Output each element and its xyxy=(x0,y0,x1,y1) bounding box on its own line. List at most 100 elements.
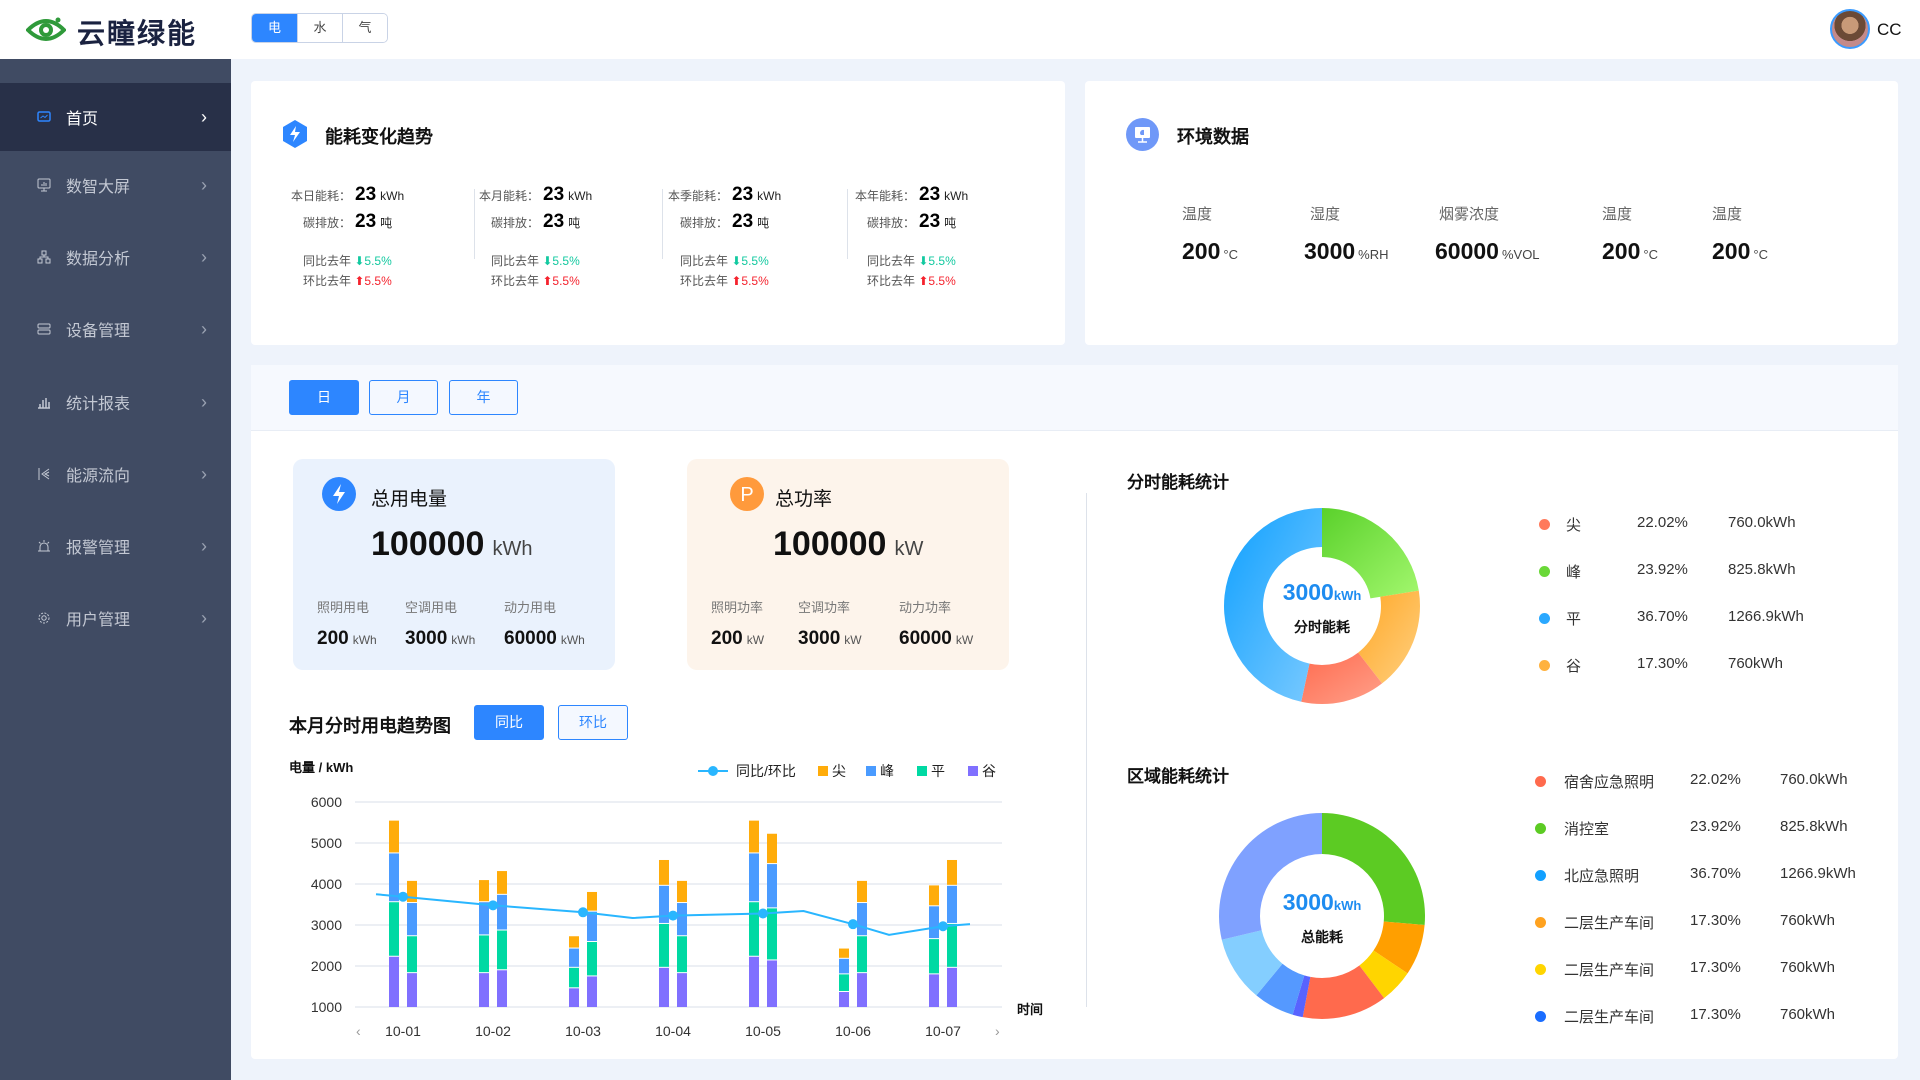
user-name[interactable]: CC xyxy=(1877,20,1902,39)
energy-trend-card: 能耗变化趋势 本日能耗： 23 kWh 碳排放： 23 吨同比去年 ⬇5.5% 环比去年 ⬆… xyxy=(251,81,1065,345)
tab-water[interactable]: 水 xyxy=(297,14,342,42)
legend-value: 760.0kWh xyxy=(1728,514,1796,531)
legend-value: 825.8kWh xyxy=(1728,561,1796,578)
sidebar-item-label: 数据分析 xyxy=(66,251,131,268)
legend-value: 760kWh xyxy=(1780,1006,1836,1023)
tab-gas[interactable]: 气 xyxy=(342,14,387,42)
energy-stat-column: 本年能耗： 23 kWh 碳排放： 23 吨同比去年 ⬇5.5% 环比去年 ⬆5.5% xyxy=(845,81,1015,341)
sidebar-item-label: 报警管理 xyxy=(66,540,131,557)
arrow-up-icon: ⬆ xyxy=(731,274,742,288)
sidebar-item-label: 统计报表 xyxy=(66,396,131,413)
arrow-up-icon: ⬆ xyxy=(918,274,929,288)
legend-dot-icon xyxy=(1539,519,1550,530)
legend-name: 消控室 xyxy=(1564,821,1610,838)
legend-percent: 23.92% xyxy=(1637,561,1688,578)
sidebar-item-user-management[interactable]: 用户管理 › xyxy=(0,584,231,652)
legend-percent: 22.02% xyxy=(1690,771,1741,788)
mom-label: 环比去年 xyxy=(490,274,539,288)
mom-label: 环比去年 xyxy=(302,274,351,288)
legend-value: 1266.9kWh xyxy=(1780,865,1856,882)
legend-name: 峰 xyxy=(1566,564,1582,581)
mom-value: 5.5% xyxy=(364,274,392,288)
legend-percent: 36.70% xyxy=(1690,865,1741,882)
tab-electricity[interactable]: 电 xyxy=(252,14,297,42)
legend-name: 平 xyxy=(1566,611,1582,628)
legend-percent: 36.70% xyxy=(1637,608,1688,625)
period-month-button[interactable]: 月 xyxy=(369,380,438,415)
legend-value: 760kWh xyxy=(1780,912,1836,929)
energy-stat-column: 本季能耗： 23 kWh 碳排放： 23 吨同比去年 ⬇5.5% 环比去年 ⬆5.5% xyxy=(658,81,828,341)
sub-stat: 动力用电 60000 kWh xyxy=(504,600,585,649)
legend-dot-icon xyxy=(1535,776,1546,787)
period-day-button[interactable]: 日 xyxy=(289,380,359,415)
legend-percent: 23.92% xyxy=(1690,818,1741,835)
env-label: 温度 xyxy=(1602,206,1633,223)
carbon-label: 碳排放： xyxy=(490,216,539,230)
mom-button[interactable]: 环比 xyxy=(558,705,628,740)
stat-label: 本季能耗： xyxy=(667,189,728,203)
legend-dot-icon xyxy=(1535,917,1546,928)
yoy-label: 同比去年 xyxy=(490,254,539,268)
carbon-unit: 吨 xyxy=(380,216,393,230)
env-unit: %RH xyxy=(1358,247,1389,262)
chevron-right-icon: › xyxy=(201,246,207,267)
lightning-hexagon-icon xyxy=(283,120,307,148)
yoy-label: 同比去年 xyxy=(302,254,351,268)
stat-unit: kWh xyxy=(380,189,405,203)
hierarchy-icon xyxy=(36,249,52,265)
sidebar-item-big-screen[interactable]: 数智大屏 › xyxy=(0,151,231,219)
env-item: 烟雾浓度 60000 %VOL xyxy=(1435,203,1540,265)
legend-name: 二层生产车间 xyxy=(1564,915,1655,932)
sidebar-item-energy-flow[interactable]: 能源流向 › xyxy=(0,440,231,508)
monitor-chart-icon xyxy=(36,109,52,125)
yoy-value: 5.5% xyxy=(928,254,956,268)
card-title: 总功率 xyxy=(775,489,833,510)
env-value: 3000 xyxy=(1304,238,1356,264)
stat-label: 本月能耗： xyxy=(478,189,539,203)
yoy-button[interactable]: 同比 xyxy=(474,705,544,740)
stat-label: 本日能耗： xyxy=(290,189,351,203)
divider xyxy=(474,189,475,259)
mom-value: 5.5% xyxy=(552,274,580,288)
avatar[interactable] xyxy=(1830,9,1870,49)
sidebar-item-data-analysis[interactable]: 数据分析 › xyxy=(0,223,231,291)
legend-value: 760kWh xyxy=(1780,959,1836,976)
env-item: 湿度 3000 %RH xyxy=(1304,203,1389,265)
divider xyxy=(662,189,663,259)
env-unit: °C xyxy=(1223,247,1238,262)
sidebar-item-home[interactable]: 首页 › xyxy=(0,83,231,151)
environment-card: 环境数据 温度 200 °C 湿度 3000 %RH 烟雾浓度 60000 %VOL 温度 2… xyxy=(1085,81,1898,345)
mom-label: 环比去年 xyxy=(866,274,915,288)
yoy-label: 同比去年 xyxy=(679,254,728,268)
svg-text:P: P xyxy=(740,484,753,506)
yoy-value: 5.5% xyxy=(364,254,392,268)
sidebar-item-label: 首页 xyxy=(66,111,99,128)
sub-stat: 动力功率 60000 kW xyxy=(899,600,974,649)
env-item: 温度 200 °C xyxy=(1602,203,1658,265)
stat-unit: kWh xyxy=(568,189,593,203)
carbon-unit: 吨 xyxy=(757,216,770,230)
gear-icon xyxy=(36,610,52,626)
mom-value: 5.5% xyxy=(741,274,769,288)
area-consumption-title: 区域能耗统计 xyxy=(1127,767,1229,786)
legend-value: 1266.9kWh xyxy=(1728,608,1804,625)
power-p-icon: P xyxy=(730,477,764,511)
sidebar: 首页 › 数智大屏 › 数据分析 › 设备管理 › 统计报表 › 能源流向 › … xyxy=(0,59,231,1080)
env-value: 60000 xyxy=(1435,238,1499,264)
total-value: 100000 kWh xyxy=(371,525,533,563)
env-item: 温度 200 °C xyxy=(1712,203,1768,265)
legend-percent: 22.02% xyxy=(1637,514,1688,531)
trend-chart-title: 本月分时用电趋势图 xyxy=(289,716,451,736)
arrow-up-icon: ⬆ xyxy=(542,274,553,288)
lightning-circle-icon xyxy=(322,477,356,511)
legend-dot-icon xyxy=(1535,870,1546,881)
sidebar-item-alarm-management[interactable]: 报警管理 › xyxy=(0,512,231,580)
sidebar-item-reports[interactable]: 统计报表 › xyxy=(0,368,231,436)
main-panel: 日 月 年 总用电量 100000 kWh 照明用电 200 kWh 空调用电 3000… xyxy=(251,365,1898,1059)
yoy-value: 5.5% xyxy=(552,254,580,268)
env-item: 温度 200 °C xyxy=(1182,203,1238,265)
period-year-button[interactable]: 年 xyxy=(449,380,518,415)
carbon-unit: 吨 xyxy=(944,216,957,230)
sidebar-item-device-management[interactable]: 设备管理 › xyxy=(0,295,231,363)
carbon-unit: 吨 xyxy=(568,216,581,230)
